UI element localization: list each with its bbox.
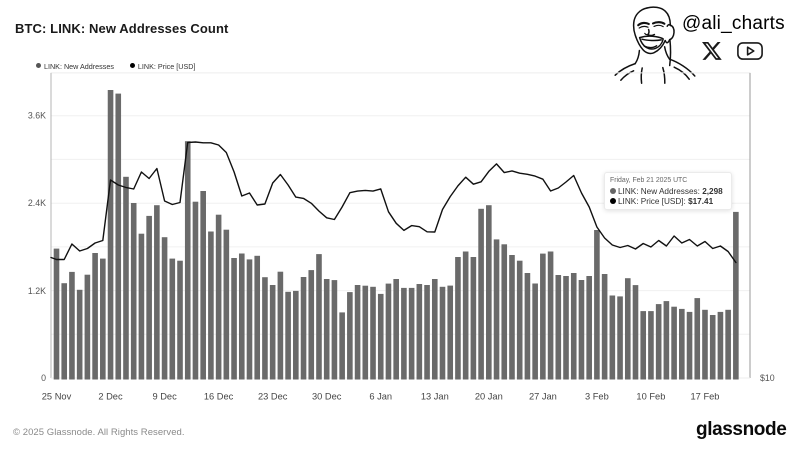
svg-text:25 Nov: 25 Nov (42, 392, 72, 402)
svg-text:3.6K: 3.6K (28, 111, 46, 121)
svg-text:30 Dec: 30 Dec (312, 392, 342, 402)
svg-text:2 Dec: 2 Dec (98, 392, 123, 402)
svg-text:27 Jan: 27 Jan (529, 392, 557, 402)
svg-text:0: 0 (41, 373, 46, 383)
svg-text:2.4K: 2.4K (28, 198, 46, 208)
svg-text:3 Feb: 3 Feb (585, 392, 609, 402)
svg-text:6 Jan: 6 Jan (369, 392, 392, 402)
svg-text:9 Dec: 9 Dec (152, 392, 177, 402)
svg-text:$10: $10 (760, 373, 775, 383)
svg-text:17 Feb: 17 Feb (691, 392, 720, 402)
svg-text:16 Dec: 16 Dec (204, 392, 234, 402)
svg-text:10 Feb: 10 Feb (636, 392, 665, 402)
svg-text:23 Dec: 23 Dec (258, 392, 288, 402)
svg-text:1.2K: 1.2K (28, 286, 46, 296)
svg-text:20 Jan: 20 Jan (475, 392, 503, 402)
svg-text:13 Jan: 13 Jan (421, 392, 449, 402)
